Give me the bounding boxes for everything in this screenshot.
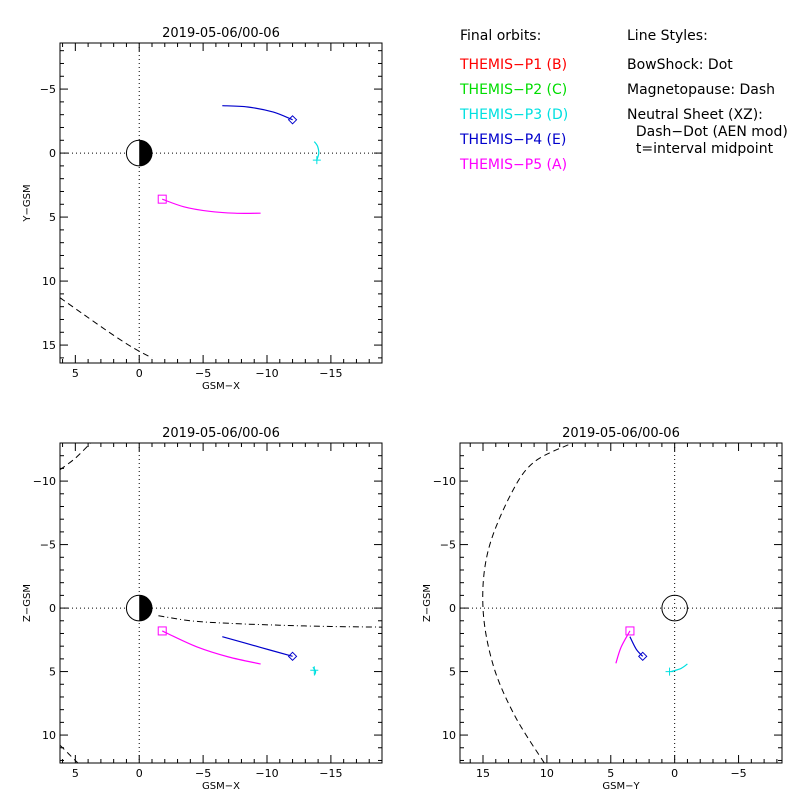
- chart-2-ylabel: Z−GSM: [422, 584, 433, 622]
- chart-0-square-marker: [157, 194, 167, 204]
- chart-2-ytick-label: −10: [433, 475, 456, 488]
- chart-2-ytick-label: 10: [442, 729, 456, 742]
- chart-0-orbit-line: [222, 105, 293, 121]
- legend-style-dashdot: Dash−Dot (AEN mod): [627, 124, 788, 140]
- chart-1-ytick-label: −10: [33, 475, 56, 488]
- chart-0-xlabel: GSM−X: [202, 381, 240, 392]
- chart-0-magnetopause-line: [60, 297, 153, 359]
- chart-2-xtick-label: 5: [607, 767, 614, 780]
- chart-2-ytick-label: 5: [449, 666, 456, 679]
- chart-2-xtick-label: 0: [671, 767, 678, 780]
- chart-2-xtick-label: 10: [540, 767, 554, 780]
- chart-1-xlabel: GSM−X: [202, 781, 240, 792]
- chart-0-xtick-label: −5: [195, 367, 211, 380]
- legend-style-magnetopause: Magnetopause: Dash: [627, 82, 776, 98]
- panel-xz-orbit: 2019-05-06/00-06 5 0 −5 −10 −15 10 5 0 −5 −10 GSM−X…: [22, 426, 383, 792]
- chart-0-orbit-line: [313, 141, 320, 161]
- legend-styles-title: Line Styles:: [627, 28, 708, 44]
- chart-1-ytick-label: 10: [42, 729, 56, 742]
- chart-2-orbit-line: [615, 630, 631, 664]
- chart-1-ytick-label: −5: [40, 539, 56, 552]
- legend-style-neutral-sheet: Neutral Sheet (XZ):: [627, 107, 763, 123]
- chart-1-orbit-line: [161, 630, 261, 665]
- chart-2-orbit-line: [629, 636, 644, 657]
- chart-0-ytick-label: −5: [40, 83, 56, 96]
- legend-style-bowshock: BowShock: Dot: [627, 57, 733, 73]
- chart-2-title: 2019-05-06/00-06: [562, 426, 680, 441]
- chart-1-diamond-marker: [287, 651, 298, 662]
- chart-0-ylabel: Y−GSM: [22, 184, 33, 222]
- chart-2-ytick-label: −5: [440, 539, 456, 552]
- chart-0-xtick-label: 5: [72, 367, 79, 380]
- chart-2-magnetopause-line: [482, 443, 573, 763]
- legend-style-midpoint: t=interval midpoint: [627, 141, 774, 157]
- chart-1-earth-night-side: [139, 595, 152, 621]
- chart-1-xtick-label: 0: [136, 767, 143, 780]
- chart-1-magnetopause-line: [60, 744, 79, 763]
- chart-2-xlabel: GSM−Y: [602, 781, 640, 792]
- chart-1-frame: [59, 442, 383, 764]
- legend-probe-p1: THEMIS−P1 (B): [460, 57, 568, 73]
- chart-1-plus-marker: [310, 666, 319, 675]
- chart-1-orbit-line: [222, 636, 293, 657]
- chart-1-xtick-label: −15: [319, 767, 342, 780]
- chart-2-plus-marker: [665, 667, 674, 676]
- panel-yz-orbit: 2019-05-06/00-06 15 10 5 0 −5 10 5 0 −5 −10 GSM−Y Z−…: [422, 426, 783, 792]
- chart-0-xtick-label: −10: [255, 367, 278, 380]
- legend-probe-p2: THEMIS−P2 (C): [460, 82, 568, 98]
- chart-0-plus-marker: [312, 156, 321, 165]
- chart-2-plot-area: [482, 443, 688, 763]
- chart-2-xtick-label: 15: [476, 767, 490, 780]
- chart-0-orbit-line: [162, 198, 261, 214]
- chart-2-earth-icon: [661, 594, 688, 622]
- chart-2-diamond-marker: [638, 651, 648, 662]
- chart-0-frame: [59, 42, 383, 364]
- chart-0-plot-area: [60, 105, 321, 359]
- chart-2-xtick-label: −5: [730, 767, 746, 780]
- chart-1-ytick-label: 5: [49, 666, 56, 679]
- chart-1-square-marker: [157, 626, 167, 636]
- chart-0-ytick-label: 5: [49, 211, 56, 224]
- chart-0-xtick-label: −15: [319, 367, 342, 380]
- chart-1-orbit-line: [312, 666, 317, 676]
- legend-probe-p5: THEMIS−P5 (A): [460, 157, 568, 173]
- chart-0-ytick-label: 10: [42, 275, 56, 288]
- chart-1-xtick-label: −10: [255, 767, 278, 780]
- chart-2-ytick-label: 0: [449, 602, 456, 615]
- chart-0-diamond-marker: [287, 115, 298, 125]
- chart-1-plot-area: [60, 443, 382, 763]
- chart-2-square-marker: [625, 626, 635, 636]
- chart-1-ylabel: Z−GSM: [22, 584, 33, 622]
- chart-0-title: 2019-05-06/00-06: [162, 26, 280, 41]
- chart-1-title: 2019-05-06/00-06: [162, 426, 280, 441]
- legend-orbits-title: Final orbits:: [460, 28, 542, 44]
- chart-0-earth-night-side: [139, 140, 152, 166]
- chart-1-magnetopause-line: [60, 443, 92, 471]
- panel-xy-orbit: 2019-05-06/00-06 5 0 −5 −10 −15 −5 0 5 10 15 GSM−X Y…: [22, 26, 383, 392]
- chart-2-orbit-line: [670, 663, 688, 673]
- legend-probe-p4: THEMIS−P4 (E): [460, 132, 567, 148]
- chart-0-ytick-label: 15: [42, 339, 56, 352]
- chart-1-ytick-label: 0: [49, 602, 56, 615]
- chart-1-xtick-label: 5: [72, 767, 79, 780]
- chart-2-frame: [459, 442, 783, 764]
- chart-1-neutral-sheet-line: [158, 615, 382, 628]
- chart-0-xtick-label: 0: [136, 367, 143, 380]
- chart-0-ytick-label: 0: [49, 147, 56, 160]
- legend-probe-p3: THEMIS−P3 (D): [460, 107, 569, 123]
- chart-1-xtick-label: −5: [195, 767, 211, 780]
